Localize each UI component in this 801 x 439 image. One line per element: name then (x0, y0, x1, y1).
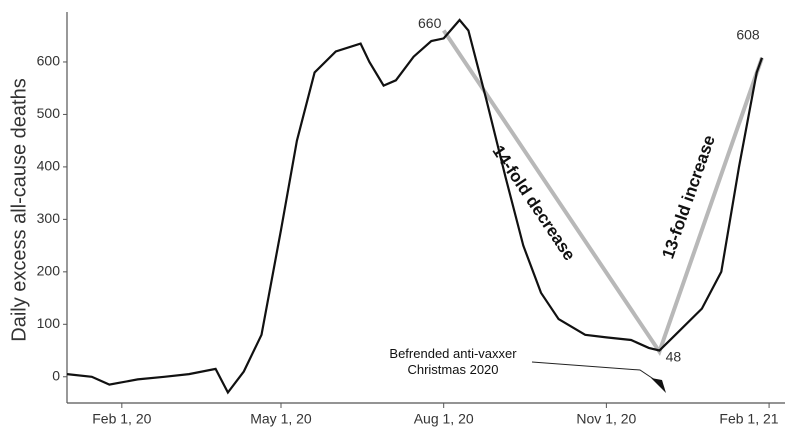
trend-label: 13-fold increase (658, 133, 719, 261)
y-tick-label: 300 (37, 210, 61, 226)
trend-value-label: 608 (736, 26, 760, 42)
x-tick-label: Feb 1, 21 (719, 411, 778, 427)
data-line (66, 18, 764, 395)
trend-value-label: 48 (666, 348, 682, 364)
y-tick-label: 500 (37, 105, 61, 121)
y-tick-label: 0 (52, 367, 60, 383)
trend-label: 14-fold decrease (489, 142, 580, 264)
trend-value-label: 660 (418, 15, 442, 31)
y-axis-label: Daily excess all-cause deaths (8, 78, 30, 341)
x-tick-label: May 1, 20 (250, 411, 312, 427)
y-tick-label: 100 (37, 315, 61, 331)
annotation-arrow (531, 361, 656, 381)
y-tick-label: 400 (37, 158, 61, 174)
trend-line (442, 29, 764, 357)
x-tick-label: Feb 1, 20 (92, 411, 151, 427)
annotation: Befrended anti-vaxxer Christmas 2020 (389, 346, 517, 377)
x-tick-label: Nov 1, 20 (576, 411, 636, 427)
y-tick-label: 600 (37, 53, 61, 69)
arrow-head (651, 378, 666, 393)
y-tick-label: 200 (37, 263, 61, 279)
x-tick-label: Aug 1, 20 (414, 411, 474, 427)
